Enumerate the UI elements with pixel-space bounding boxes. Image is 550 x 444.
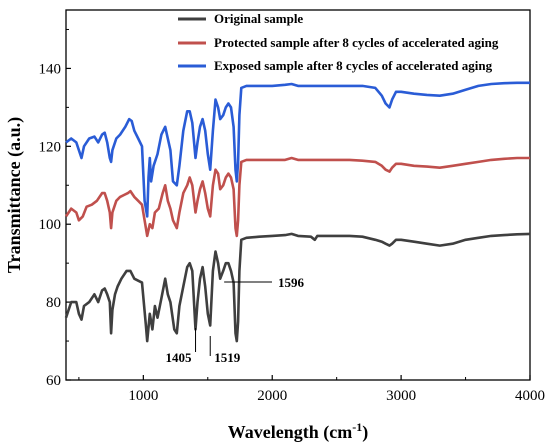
x-axis-title: Wavelength (cm-1) [228, 420, 368, 443]
x-tick-label: 4000 [515, 388, 545, 404]
legend-label-protected: Protected sample after 8 cycles of accel… [214, 35, 499, 50]
x-axis-title-suffix: ) [362, 422, 368, 443]
annotation-label-1596: 1596 [278, 275, 305, 290]
y-axis: 60 80 100 120 140 [39, 28, 71, 389]
legend-label-original: Original sample [214, 11, 303, 26]
y-tick-label: 60 [46, 373, 61, 389]
y-tick-label: 120 [39, 139, 62, 155]
y-tick-label: 80 [46, 295, 61, 311]
series-line-1 [64, 156, 530, 238]
plot-frame [65, 9, 531, 381]
x-tick-label: 3000 [386, 388, 416, 404]
series-line-2 [65, 81, 530, 218]
y-tick-label: 100 [39, 217, 62, 233]
legend-label-exposed: Exposed sample after 8 cycles of acceler… [214, 58, 493, 73]
annotations: 1405 1519 1596 [166, 275, 305, 365]
annotation-label-1519: 1519 [214, 350, 241, 365]
annotation-label-1405: 1405 [166, 350, 193, 365]
x-axis-title-main: Wavelength (cm [228, 422, 352, 443]
y-axis-title: Transmittance (a.u.) [4, 117, 25, 273]
x-tick-label: 1000 [128, 388, 158, 404]
x-axis: 1000 2000 3000 4000 [78, 375, 545, 404]
x-axis-title-sup: -1 [352, 420, 362, 434]
x-tick-label: 2000 [257, 388, 287, 404]
series-line-0 [64, 232, 531, 343]
y-tick-label: 140 [39, 61, 62, 77]
legend: Original sample Protected sample after 8… [178, 11, 499, 73]
series-layer [64, 81, 531, 343]
